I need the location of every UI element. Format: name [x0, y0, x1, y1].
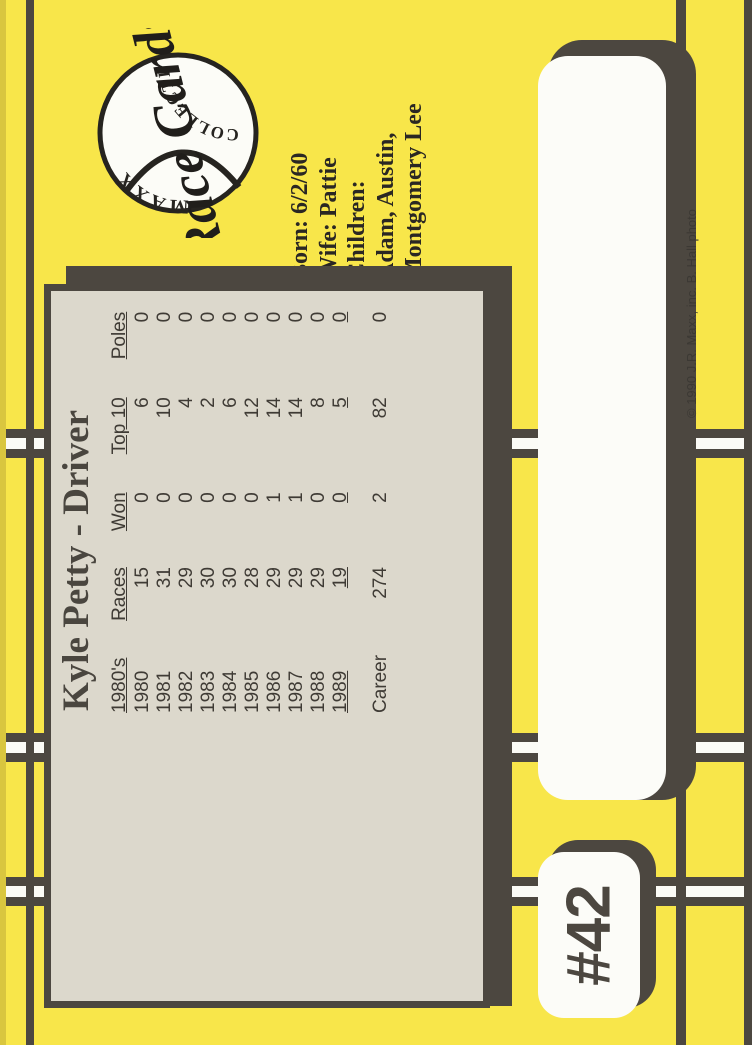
cell-races: 19	[330, 567, 351, 589]
cell-year: Career	[370, 654, 391, 713]
photo-panel	[538, 56, 666, 800]
cell-races: 15	[132, 567, 153, 589]
table-row: 19801506036,045	[132, 291, 154, 713]
vertical-rail-far-right	[744, 0, 752, 1045]
cell-races: 29	[264, 567, 285, 589]
cell-poles: 0	[154, 311, 175, 323]
cell-won: 0	[242, 492, 263, 503]
table-header-row: 1980's Races Won Top 10 Poles $ Earned	[109, 291, 132, 713]
cell-top10: 5	[330, 397, 351, 408]
cell-year: 1988	[308, 670, 329, 713]
table-row: Career27428202,500,409	[370, 291, 392, 713]
spacer-cell	[352, 291, 370, 713]
cell-races: 30	[198, 567, 219, 589]
cell-poles: 0	[308, 311, 329, 323]
table-row: 1981310100112,289	[154, 291, 176, 713]
table-spacer-row	[352, 291, 370, 713]
cell-year: 1986	[264, 670, 285, 713]
cell-year: 1985	[242, 670, 263, 713]
maxx-race-cards-logo: MAXX COLLECTION Race Cards	[78, 28, 278, 238]
copyright-text: © 1990 J.R. Maxx, inc. B. Hall photo	[684, 208, 699, 418]
vertical-rail-left	[26, 0, 34, 1045]
cell-poles: 0	[242, 311, 263, 323]
bio-born: Born: 6/2/60	[287, 152, 313, 280]
car-number-label: #42	[554, 884, 624, 986]
bio-children-line1: Adam, Austin,	[372, 132, 399, 280]
car-number-badge: #42	[538, 852, 640, 1018]
col-header-won: Won	[109, 492, 130, 532]
cell-races: 29	[286, 567, 307, 589]
cell-year: 1982	[176, 670, 197, 713]
cell-poles: 0	[330, 311, 351, 323]
cell-top10: 82	[370, 397, 391, 419]
cell-poles: 0	[370, 311, 391, 323]
cell-races: 31	[154, 567, 175, 589]
table-row: 1987291140544,437	[286, 291, 308, 713]
cell-year: 1984	[220, 670, 241, 713]
bio-lines: Born: 6/2/60 Wife: Pattie Children: Adam…	[286, 18, 429, 280]
cell-top10: 14	[264, 397, 285, 419]
cell-races: 30	[220, 567, 241, 589]
cell-won: 0	[154, 492, 175, 503]
card-edge-left	[0, 0, 6, 1045]
cell-races: 29	[176, 567, 197, 589]
cell-races: 28	[242, 567, 263, 589]
table-row: 1986291140403,242	[264, 291, 286, 713]
table-row: 198229040120,730	[176, 291, 198, 713]
col-header-poles: Poles	[109, 311, 130, 360]
cell-won: 0	[198, 492, 219, 503]
cell-won: 2	[370, 492, 391, 503]
cell-top10: 2	[198, 397, 219, 408]
bio-wife: Wife: Pattie	[315, 157, 342, 280]
cell-poles: 0	[132, 311, 153, 323]
cell-top10: 6	[220, 397, 241, 408]
cell-top10: 6	[132, 397, 153, 408]
cell-year: 1981	[154, 670, 175, 713]
bio-children-line2: Montgomery Lee	[401, 103, 428, 280]
cell-year: 1983	[198, 670, 219, 713]
cell-year: 1989	[330, 670, 351, 713]
career-stats-table: 1980's Races Won Top 10 Poles $ Earned 1…	[109, 291, 392, 713]
bio-children-label: Children:	[344, 180, 371, 280]
col-header-races: Races	[109, 567, 130, 621]
cell-races: 29	[308, 567, 329, 589]
cell-won: 0	[132, 492, 153, 503]
cell-top10: 4	[176, 397, 197, 408]
cell-top10: 8	[308, 397, 329, 408]
cell-top10: 14	[286, 397, 307, 419]
col-header-top10: Top 10	[109, 397, 130, 455]
stats-title: Kyle Petty - Driver	[56, 410, 97, 711]
cell-poles: 0	[286, 311, 307, 323]
table-row: 198430060324,555	[220, 291, 242, 713]
cell-won: 1	[264, 492, 285, 503]
bio-block: Born: 6/2/60 Wife: Pattie Children: Adam…	[286, 18, 476, 280]
cell-won: 0	[220, 492, 241, 503]
col-header-years: 1980's	[109, 657, 130, 713]
table-row: 198330020157,820	[198, 291, 220, 713]
cell-won: 0	[308, 492, 329, 503]
table-row: 1985280120296,367	[242, 291, 264, 713]
cell-top10: 12	[242, 397, 263, 419]
cell-poles: 0	[264, 311, 285, 323]
table-row: 198919050117,022	[330, 291, 352, 713]
copyright-block: © 1990 J.R. Maxx, inc. B. Hall photo	[684, 118, 712, 418]
cell-top10: 10	[154, 397, 175, 419]
cell-won: 0	[176, 492, 197, 503]
cell-poles: 0	[220, 311, 241, 323]
stats-panel: Kyle Petty - Driver 1980's Races Won Top…	[44, 284, 490, 1008]
cell-poles: 0	[176, 311, 197, 323]
cell-year: 1987	[286, 670, 307, 713]
cell-year: 1980	[132, 670, 153, 713]
table-row: 198829080377,092	[308, 291, 330, 713]
cell-won: 0	[330, 492, 351, 503]
cell-won: 1	[286, 492, 307, 503]
cell-poles: 0	[198, 311, 219, 323]
cell-races: 274	[370, 567, 391, 599]
